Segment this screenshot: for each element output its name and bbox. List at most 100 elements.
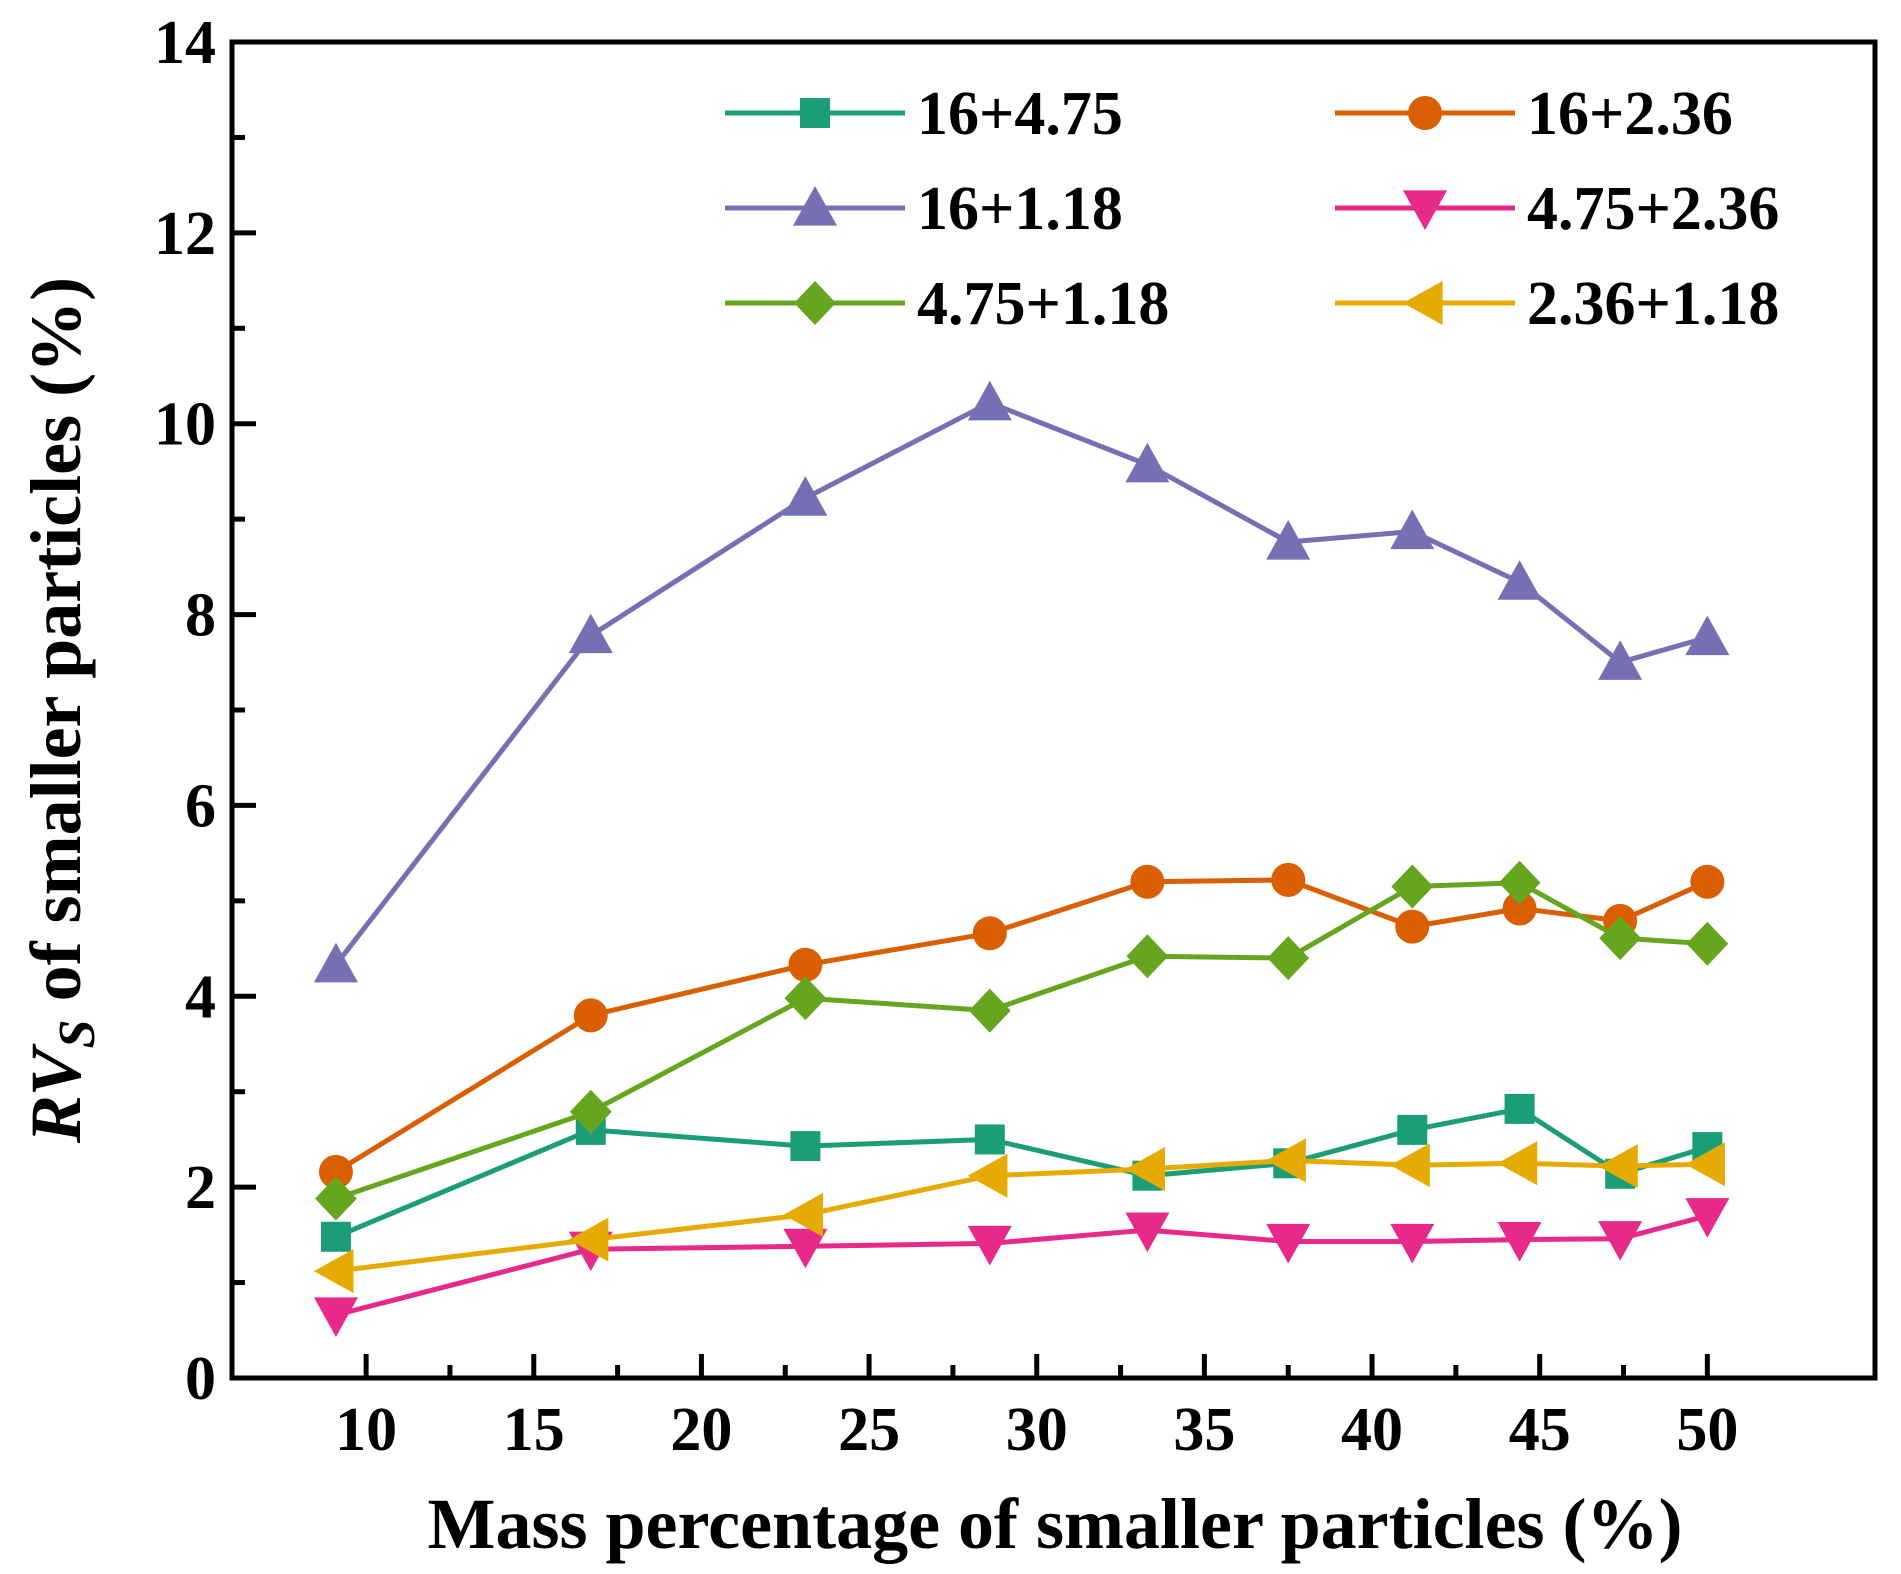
data-point-2_36-plus-1_18 (313, 1249, 354, 1294)
legend-item-4_75-plus-1_18: 4.75+1.18 (725, 270, 1169, 338)
legend-label: 16+4.75 (917, 80, 1123, 148)
x-tick-label: 25 (838, 1396, 900, 1464)
y-tick-label: 12 (154, 200, 216, 268)
data-point-16-plus-4_75 (974, 1124, 1005, 1155)
legend-marker (793, 186, 837, 226)
legend-marker (1408, 96, 1442, 130)
data-point-16-plus-2_36 (573, 998, 608, 1033)
data-point-16-plus-1_18 (1390, 509, 1435, 550)
data-point-4_75-plus-2_36 (967, 1225, 1012, 1266)
data-point-4_75-plus-2_36 (1497, 1222, 1542, 1262)
data-point-4_75-plus-2_36 (1266, 1223, 1311, 1264)
legend-label: 16+1.18 (917, 175, 1123, 243)
data-point-16-plus-1_18 (1266, 520, 1311, 560)
legend-label: 16+2.36 (1527, 80, 1733, 148)
series-line-4_75-plus-1_18 (335, 880, 1708, 1201)
data-point-16-plus-2_36 (1690, 864, 1725, 899)
data-point-16-plus-2_36 (972, 916, 1007, 951)
legend-marker (794, 281, 836, 325)
data-point-16-plus-2_36 (1395, 909, 1430, 944)
data-point-4_75-plus-1_18 (784, 976, 827, 1021)
data-point-4_75-plus-1_18 (569, 1089, 612, 1134)
legend-item-2_36-plus-1_18: 2.36+1.18 (1335, 270, 1779, 338)
data-point-4_75-plus-1_18 (968, 988, 1011, 1033)
data-point-2_36-plus-1_18 (967, 1153, 1008, 1198)
y-axis-title-prefix: RV (16, 1043, 96, 1144)
data-point-16-plus-2_36 (318, 1154, 353, 1189)
data-point-4_75-plus-1_18 (315, 1176, 357, 1221)
data-point-4_75-plus-2_36 (1390, 1223, 1435, 1264)
legend-label: 2.36+1.18 (1527, 270, 1779, 338)
data-point-2_36-plus-1_18 (1685, 1142, 1725, 1187)
legend-marker (1403, 190, 1447, 230)
legend: 16+4.75 16+2.36 16+1.18 4.75+2.36 4.75+1.18 2… (725, 80, 1779, 338)
data-point-16-plus-1_18 (967, 380, 1012, 421)
data-point-4_75-plus-2_36 (1125, 1212, 1170, 1253)
data-point-2_36-plus-1_18 (568, 1217, 609, 1262)
data-point-16-plus-1_18 (568, 613, 613, 654)
data-point-2_36-plus-1_18 (1497, 1141, 1538, 1186)
data-point-16-plus-1_18 (1497, 560, 1542, 600)
series-line-16-plus-2_36 (334, 877, 1709, 1175)
x-tick-label: 50 (1676, 1396, 1738, 1464)
y-axis-title-suffix: of smaller particles (%) (16, 277, 96, 1019)
axes: 10 15 20 25 30 35 40 45 50 0 2 4 6 8 10 12 14 (154, 9, 1878, 1464)
data-point-4_75-plus-2_36 (313, 1297, 358, 1338)
legend-item-16-plus-2_36: 16+2.36 (1335, 80, 1733, 148)
legend-item-16-plus-4_75: 16+4.75 (725, 80, 1123, 148)
y-axis-title-subscript: S (49, 1019, 106, 1048)
x-tick-label: 30 (1006, 1396, 1068, 1464)
legend-label: 4.75+1.18 (917, 270, 1169, 338)
data-point-16-plus-1_18 (313, 942, 358, 983)
legend-item-16-plus-1_18: 16+1.18 (725, 175, 1123, 243)
series-4_75-plus-2_36 (313, 1198, 1730, 1338)
data-point-16-plus-4_75 (790, 1131, 821, 1162)
x-tick-label: 20 (670, 1396, 732, 1464)
legend-marker (800, 98, 830, 128)
data-point-4_75-plus-1_18 (1391, 864, 1434, 909)
data-point-16-plus-1_18 (783, 476, 828, 516)
data-point-16-plus-2_36 (788, 947, 823, 982)
data-point-16-plus-1_18 (1125, 442, 1170, 483)
y-tick-label: 4 (185, 963, 216, 1031)
x-axis-title: Mass percentage of smaller particles (%) (427, 1484, 1682, 1564)
series-line-4_75-plus-2_36 (335, 1213, 1708, 1318)
data-point-4_75-plus-2_36 (1685, 1198, 1730, 1238)
y-tick-label: 10 (154, 391, 216, 459)
x-tick-label: 15 (503, 1396, 565, 1464)
x-tick-label: 35 (1173, 1396, 1235, 1464)
y-axis-title: RVS of smaller particles (%) (16, 277, 106, 1144)
data-point-4_75-plus-1_18 (1599, 916, 1642, 961)
data-point-16-plus-2_36 (1130, 864, 1165, 899)
data-point-4_75-plus-1_18 (1267, 936, 1310, 981)
y-tick-label: 14 (154, 9, 216, 77)
data-point-4_75-plus-1_18 (1686, 921, 1729, 966)
series-line-16-plus-1_18 (333, 400, 1708, 967)
series-line-16-plus-4_75 (334, 1106, 1709, 1240)
y-tick-label: 6 (185, 772, 216, 840)
data-point-4_75-plus-2_36 (1598, 1221, 1643, 1261)
y-tick-label: 8 (185, 582, 216, 650)
data-point-2_36-plus-1_18 (1390, 1143, 1430, 1188)
legend-marker (1403, 281, 1443, 325)
series-16-plus-2_36 (318, 862, 1725, 1189)
data-point-2_36-plus-1_18 (1266, 1138, 1306, 1183)
data-point-4_75-plus-1_18 (1498, 860, 1541, 905)
data-point-16-plus-2_36 (1502, 891, 1537, 926)
series-4_75-plus-1_18 (315, 860, 1729, 1221)
data-point-2_36-plus-1_18 (1598, 1144, 1638, 1189)
data-point-16-plus-4_75 (1504, 1093, 1535, 1124)
series-16-plus-1_18 (313, 380, 1730, 983)
legend-label: 4.75+2.36 (1527, 175, 1779, 243)
series-line-2_36-plus-1_18 (335, 1157, 1708, 1274)
legend-item-4_75-plus-2_36: 4.75+2.36 (1335, 175, 1779, 243)
data-point-16-plus-2_36 (1271, 862, 1306, 897)
data-point-2_36-plus-1_18 (783, 1192, 823, 1237)
data-point-4_75-plus-1_18 (1126, 934, 1169, 979)
data-point-16-plus-1_18 (1598, 640, 1643, 680)
x-tick-label: 45 (1509, 1396, 1571, 1464)
plot-area (313, 380, 1730, 1338)
data-point-2_36-plus-1_18 (1125, 1147, 1165, 1192)
x-tick-label: 10 (335, 1396, 397, 1464)
